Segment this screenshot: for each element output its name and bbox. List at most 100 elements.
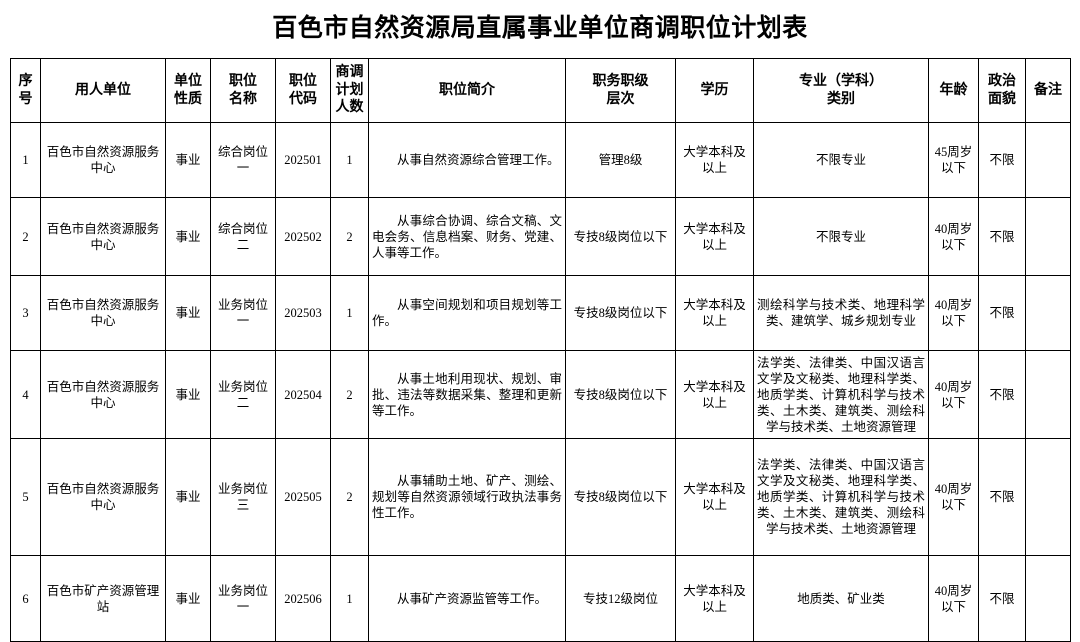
cell-rank: 专技8级岗位以下 [565,350,676,439]
page-title: 百色市自然资源局直属事业单位商调职位计划表 [272,15,808,42]
table-body: 1 百色市自然资源服务中心 事业 综合岗位一 202501 1 从事自然资源综合管理工作。管… [10,122,1071,642]
header-text-jobtitle-line2: 名称 [229,91,257,107]
header-text-jobtitle-line1: 职位 [229,74,257,89]
document-page: 百色市自然资源局直属事业单位商调职位计划表 序号 用人单位 单位性质 职位名称 … [10,15,1071,642]
cell-major: 不限专业 [753,197,929,276]
cell-description: 从事土地利用现状、规划、审批、违法等数据采集、整理和更新等工作。 [368,350,566,439]
table-header: 序号 用人单位 单位性质 职位名称 职位 代码 商调 计划人数 职位简介 职务职级层… [10,58,1071,123]
column-header-politics: 政治 面貌 [978,58,1026,123]
cell-unit: 百色市自然资源服务中心 [40,350,166,439]
cell-job-title: 业务岗位一 [210,275,276,351]
column-header-seq: 序号 [10,58,41,123]
cell-remark [1025,275,1071,351]
header-text-major-line2: 类别 [827,91,855,107]
cell-seq: 5 [10,438,41,556]
cell-rank: 专技8级岗位以下 [565,197,676,276]
cell-major: 法学类、法律类、中国汉语言文学及文秘类、地理科学类、地质学类、计算机科学与技术类… [753,438,929,556]
cell-education: 大学本科及 以上 [675,350,754,439]
cell-unit: 百色市自然资源服务中心 [40,197,166,276]
cell-nature: 事业 [165,275,211,351]
column-header-remark: 备注 [1025,58,1071,123]
table-row: 5 百色市自然资源服务中心 事业 业务岗位三 202505 2 从事辅助土地、矿产、测绘、规… [10,438,1071,556]
table-row: 2 百色市自然资源服务中心 事业 综合岗位二 202502 2 从事综合协调、综合文稿、文电… [10,197,1071,276]
cell-education: 大学本科及 以上 [675,555,754,642]
column-header-rank: 职务职级 层次 [565,58,676,123]
column-header-unit: 用人单位 [40,58,166,123]
table-row: 4 百色市自然资源服务中心 事业 业务岗位二 202504 2 从事土地利用现状、规划、审批… [10,350,1071,439]
header-text-count-line1: 商调 [335,65,364,81]
cell-education: 大学本科及 以上 [675,122,754,198]
cell-description: 从事自然资源综合管理工作。 [368,122,566,198]
cell-major: 不限专业 [753,122,929,198]
column-header-job-code: 职位 代码 [275,58,331,123]
cell-description: 从事空间规划和项目规划等工作。 [368,275,566,351]
header-text-jobcode-line1: 职位 [289,74,317,89]
cell-major: 法学类、法律类、中国汉语言文学及文秘类、地理科学类、地质学类、计算机科学与技术类… [753,350,929,439]
cell-count: 1 [330,122,369,198]
cell-politics: 不限 [978,438,1026,556]
cell-rank: 管理8级 [565,122,676,198]
cell-nature: 事业 [165,122,211,198]
cell-nature: 事业 [165,350,211,439]
table-row: 1 百色市自然资源服务中心 事业 综合岗位一 202501 1 从事自然资源综合管理工作。管… [10,122,1071,198]
cell-politics: 不限 [978,350,1026,439]
header-text-count-line2: 计划 [335,82,364,98]
header-text-politics-line2: 面貌 [988,91,1016,107]
cell-job-title: 业务岗位一 [210,555,276,642]
header-text-major-line1: 专业（学科） [799,74,883,89]
cell-rank: 专技12级岗位 [565,555,676,642]
cell-education: 大学本科及 以上 [675,197,754,276]
cell-job-title: 综合岗位二 [210,197,276,276]
column-header-nature: 单位 性质 [165,58,211,123]
header-text-age: 年龄 [939,82,968,98]
cell-major: 测绘科学与技术类、地理科学类、建筑学、城乡规划专业 [753,275,929,351]
cell-politics: 不限 [978,122,1026,198]
cell-remark [1025,438,1071,556]
cell-description: 从事矿产资源监管等工作。 [368,555,566,642]
cell-job-code: 202506 [275,555,331,642]
column-header-education: 学历 [675,58,754,123]
cell-job-title: 综合岗位一 [210,122,276,198]
cell-job-title: 业务岗位二 [210,350,276,439]
header-text-nature-line2: 性质 [174,91,202,107]
column-header-age: 年龄 [928,58,979,123]
cell-nature: 事业 [165,438,211,556]
header-text-count-line3: 人数 [335,100,364,116]
header-text-rank-line1: 职务职级 [592,74,649,89]
header-text-seq: 序号 [18,74,33,107]
cell-politics: 不限 [978,197,1026,276]
cell-rank: 专技8级岗位以下 [565,275,676,351]
cell-age: 40周岁 以下 [928,275,979,351]
cell-unit: 百色市自然资源服务中心 [40,275,166,351]
cell-seq: 1 [10,122,41,198]
table-container: 序号 用人单位 单位性质 职位名称 职位 代码 商调 计划人数 职位简介 职务职级层… [0,58,1080,642]
cell-age: 40周岁 以下 [928,197,979,276]
cell-seq: 6 [10,555,41,642]
cell-job-code: 202501 [275,122,331,198]
header-text-remark: 备注 [1034,82,1062,98]
cell-politics: 不限 [978,555,1026,642]
column-header-job-title: 职位 名称 [210,58,276,123]
header-text-description: 职位简介 [439,82,495,98]
column-header-description: 职位简介 [368,58,566,123]
cell-count: 1 [330,275,369,351]
header-text-nature-line1: 单位 [174,74,202,89]
cell-count: 1 [330,555,369,642]
cell-count: 2 [330,350,369,439]
cell-education: 大学本科及 以上 [675,275,754,351]
cell-age: 40周岁 以下 [928,350,979,439]
cell-unit: 百色市自然资源服务中心 [40,438,166,556]
cell-job-code: 202502 [275,197,331,276]
cell-unit: 百色市矿产资源管理站 [40,555,166,642]
header-text-rank-line2: 层次 [606,91,635,107]
cell-seq: 4 [10,350,41,439]
cell-remark [1025,122,1071,198]
cell-job-title: 业务岗位三 [210,438,276,556]
header-text-education: 学历 [700,82,729,98]
cell-remark [1025,350,1071,439]
cell-seq: 2 [10,197,41,276]
column-header-count: 商调 计划 人数 [330,58,369,123]
column-header-major: 专业（学科） 类别 [753,58,929,123]
cell-job-code: 202504 [275,350,331,439]
header-text-unit: 用人单位 [75,82,131,98]
